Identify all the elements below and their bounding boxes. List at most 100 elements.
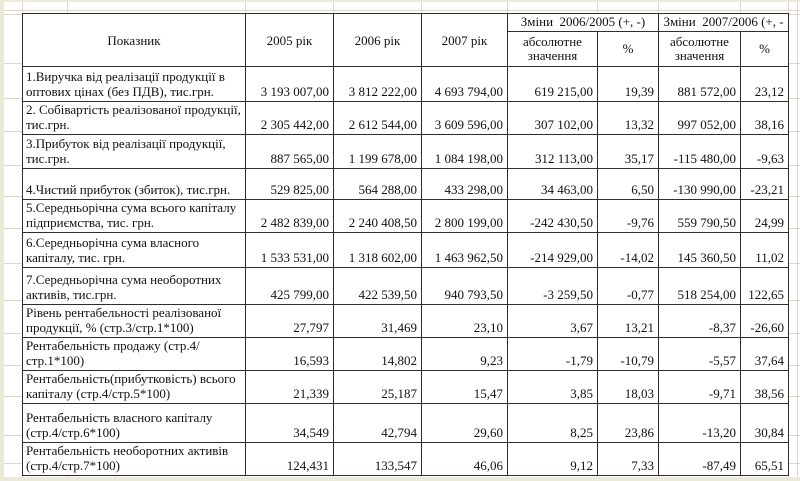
indicator-cell[interactable]: 1.Виручка від реалізації продукції в опт… <box>22 66 246 102</box>
value-cell[interactable]: 997 052,00 <box>658 101 741 135</box>
value-cell[interactable]: -242 430,50 <box>507 199 598 233</box>
col-header-abs-2007-2006[interactable]: абсолютне значення <box>658 31 741 67</box>
value-cell[interactable]: 2 240 408,50 <box>333 199 422 233</box>
value-cell[interactable]: 15,47 <box>421 370 508 404</box>
value-cell[interactable]: -3 259,50 <box>507 267 598 305</box>
value-cell[interactable]: 3 609 596,00 <box>421 101 508 135</box>
value-cell[interactable]: 38,16 <box>740 101 789 135</box>
value-cell[interactable]: -8,37 <box>658 304 741 338</box>
value-cell[interactable]: -9,63 <box>740 134 789 169</box>
indicator-cell[interactable]: 6.Середньорічна сума власного капіталу, … <box>22 232 246 268</box>
value-cell[interactable]: 425 799,00 <box>245 267 334 305</box>
value-cell[interactable]: 3 193 007,00 <box>245 66 334 102</box>
indicator-cell[interactable]: 4.Чистий прибуток (збиток), тис.грн. <box>22 168 246 200</box>
value-cell[interactable]: 3,67 <box>507 304 598 338</box>
value-cell[interactable]: 1 318 602,00 <box>333 232 422 268</box>
value-cell[interactable]: 13,21 <box>597 304 659 338</box>
value-cell[interactable]: 42,794 <box>333 403 422 443</box>
value-cell[interactable]: 25,187 <box>333 370 422 404</box>
value-cell[interactable]: 9,23 <box>421 337 508 371</box>
col-header-changes-2007-2006[interactable]: Зміни 2007/2006 (+, - ) <box>658 13 789 32</box>
col-header-pct-2006-2005[interactable]: % <box>597 31 659 67</box>
value-cell[interactable]: 1 463 962,50 <box>421 232 508 268</box>
value-cell[interactable]: -214 929,00 <box>507 232 598 268</box>
value-cell[interactable]: 3,85 <box>507 370 598 404</box>
value-cell[interactable]: 2 482 839,00 <box>245 199 334 233</box>
value-cell[interactable]: -13,20 <box>658 403 741 443</box>
value-cell[interactable]: 3 812 222,00 <box>333 66 422 102</box>
value-cell[interactable]: 518 254,00 <box>658 267 741 305</box>
value-cell[interactable]: 16,593 <box>245 337 334 371</box>
col-header-pct-2007-2006[interactable]: % <box>740 31 789 67</box>
col-header-2007[interactable]: 2007 рік <box>421 13 508 67</box>
value-cell[interactable]: 312 113,00 <box>507 134 598 169</box>
value-cell[interactable]: 21,339 <box>245 370 334 404</box>
value-cell[interactable]: -0,77 <box>597 267 659 305</box>
value-cell[interactable]: 124,431 <box>245 442 334 476</box>
col-header-changes-2006-2005[interactable]: Зміни 2006/2005 (+, -) <box>507 13 659 32</box>
value-cell[interactable]: 37,64 <box>740 337 789 371</box>
value-cell[interactable]: 6,50 <box>597 168 659 200</box>
value-cell[interactable]: 2 305 442,00 <box>245 101 334 135</box>
value-cell[interactable]: 8,25 <box>507 403 598 443</box>
value-cell[interactable]: 14,802 <box>333 337 422 371</box>
value-cell[interactable]: 559 790,50 <box>658 199 741 233</box>
value-cell[interactable]: 2 612 544,00 <box>333 101 422 135</box>
value-cell[interactable]: -130 990,00 <box>658 168 741 200</box>
value-cell[interactable]: 23,12 <box>740 66 789 102</box>
value-cell[interactable]: 122,65 <box>740 267 789 305</box>
indicator-cell[interactable]: Рентабельність продажу (стр.4/стр.1*100) <box>22 337 246 371</box>
value-cell[interactable]: 34 463,00 <box>507 168 598 200</box>
value-cell[interactable]: 23,86 <box>597 403 659 443</box>
value-cell[interactable]: 35,17 <box>597 134 659 169</box>
value-cell[interactable]: 19,39 <box>597 66 659 102</box>
indicator-cell[interactable]: Рентабельність власного капіталу (стр.4/… <box>22 403 246 443</box>
value-cell[interactable]: 23,10 <box>421 304 508 338</box>
value-cell[interactable]: 34,549 <box>245 403 334 443</box>
col-header-indicator[interactable]: Показник <box>22 13 246 67</box>
value-cell[interactable]: -87,49 <box>658 442 741 476</box>
value-cell[interactable]: -115 480,00 <box>658 134 741 169</box>
value-cell[interactable]: 422 539,50 <box>333 267 422 305</box>
value-cell[interactable]: 619 215,00 <box>507 66 598 102</box>
value-cell[interactable]: 4 693 794,00 <box>421 66 508 102</box>
value-cell[interactable]: 433 298,00 <box>421 168 508 200</box>
value-cell[interactable]: 133,547 <box>333 442 422 476</box>
indicator-cell[interactable]: 5.Середньорічна сума всього капіталу під… <box>22 199 246 233</box>
value-cell[interactable]: 31,469 <box>333 304 422 338</box>
value-cell[interactable]: 1 199 678,00 <box>333 134 422 169</box>
value-cell[interactable]: 30,84 <box>740 403 789 443</box>
value-cell[interactable]: -1,79 <box>507 337 598 371</box>
value-cell[interactable]: 529 825,00 <box>245 168 334 200</box>
value-cell[interactable]: -5,57 <box>658 337 741 371</box>
value-cell[interactable]: -9,76 <box>597 199 659 233</box>
value-cell[interactable]: 9,12 <box>507 442 598 476</box>
value-cell[interactable]: 38,56 <box>740 370 789 404</box>
value-cell[interactable]: 940 793,50 <box>421 267 508 305</box>
indicator-cell[interactable]: Рентабельність(прибутковість) всього кап… <box>22 370 246 404</box>
value-cell[interactable]: 65,51 <box>740 442 789 476</box>
value-cell[interactable]: 29,60 <box>421 403 508 443</box>
col-header-2006[interactable]: 2006 рік <box>333 13 422 67</box>
value-cell[interactable]: 307 102,00 <box>507 101 598 135</box>
value-cell[interactable]: 2 800 199,00 <box>421 199 508 233</box>
indicator-cell[interactable]: 3.Прибуток від реалізації продукції, тис… <box>22 134 246 169</box>
value-cell[interactable]: 11,02 <box>740 232 789 268</box>
indicator-cell[interactable]: Рентабельність необоротних активів (стр.… <box>22 442 246 476</box>
indicator-cell[interactable]: 2. Собівартість реалізованої продукції, … <box>22 101 246 135</box>
value-cell[interactable]: -14,02 <box>597 232 659 268</box>
col-header-abs-2006-2005[interactable]: абсолютне значення <box>507 31 598 67</box>
value-cell[interactable]: -9,71 <box>658 370 741 404</box>
col-header-2005[interactable]: 2005 рік <box>245 13 334 67</box>
value-cell[interactable]: 1 084 198,00 <box>421 134 508 169</box>
indicator-cell[interactable]: Рівень рентабельності реалізованої проду… <box>22 304 246 338</box>
value-cell[interactable]: 564 288,00 <box>333 168 422 200</box>
value-cell[interactable]: -23,21 <box>740 168 789 200</box>
value-cell[interactable]: 46,06 <box>421 442 508 476</box>
value-cell[interactable]: 27,797 <box>245 304 334 338</box>
value-cell[interactable]: -26,60 <box>740 304 789 338</box>
value-cell[interactable]: -10,79 <box>597 337 659 371</box>
value-cell[interactable]: 13,32 <box>597 101 659 135</box>
value-cell[interactable]: 881 572,00 <box>658 66 741 102</box>
value-cell[interactable]: 145 360,50 <box>658 232 741 268</box>
